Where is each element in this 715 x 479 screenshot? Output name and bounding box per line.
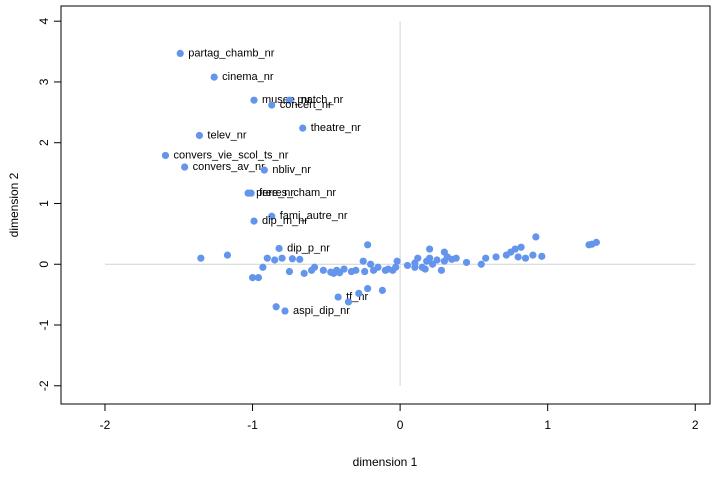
point: [374, 263, 382, 271]
point: [299, 124, 307, 132]
point-label: dip_m_nr: [262, 215, 308, 227]
point: [275, 244, 283, 253]
point: [437, 266, 446, 274]
point: [361, 267, 369, 276]
point: [340, 265, 348, 273]
point: [161, 151, 170, 160]
point: [462, 258, 471, 267]
y-axis-title: dimension 2: [7, 172, 21, 237]
point: [250, 217, 258, 225]
point: [364, 241, 372, 249]
point: [393, 257, 401, 265]
point: [421, 265, 429, 273]
x-axis-title: dimension 1: [353, 455, 418, 469]
point: [268, 101, 276, 109]
point: [378, 286, 387, 294]
point: [492, 253, 500, 261]
point: [260, 166, 268, 174]
point: [477, 260, 485, 268]
point: [403, 261, 412, 270]
point: [482, 254, 490, 262]
point: [452, 254, 460, 262]
point: [195, 131, 204, 140]
point: [248, 274, 257, 282]
x-tick-label: -2: [100, 418, 111, 432]
x-tick-label: 2: [692, 418, 699, 432]
point: [281, 307, 289, 315]
point-label: tf_nr: [346, 291, 368, 303]
y-tick-label: 1: [37, 200, 51, 207]
point: [254, 274, 263, 282]
point-label: match_nr: [297, 94, 343, 106]
point-label: pere_nr: [256, 187, 294, 199]
point: [355, 289, 363, 298]
point: [529, 251, 537, 259]
point-label: cinema_nr: [222, 71, 274, 83]
point: [250, 96, 258, 104]
point: [414, 254, 422, 262]
point: [300, 269, 308, 277]
x-tick-label: 0: [397, 418, 404, 432]
point-label: dip_p_nr: [287, 242, 330, 254]
point: [521, 254, 530, 262]
y-tick-label: 3: [37, 78, 51, 85]
point: [271, 256, 279, 264]
point: [210, 73, 218, 81]
point: [272, 303, 280, 311]
point: [223, 251, 232, 259]
point: [181, 163, 189, 171]
point-label: convers_vie_scol_ts_nr: [173, 149, 288, 161]
point-label: partag_chamb_nr: [188, 47, 275, 59]
point: [517, 243, 525, 251]
x-tick-label: -1: [247, 418, 258, 432]
point-label: telev_nr: [207, 129, 246, 141]
y-tick-label: 0: [37, 261, 51, 268]
point: [366, 260, 375, 268]
point: [288, 255, 296, 263]
point: [511, 245, 519, 253]
point: [285, 267, 294, 276]
point-label: convers_av_nr: [193, 161, 265, 173]
y-tick-label: 4: [37, 18, 51, 25]
point: [247, 189, 255, 197]
point: [310, 263, 319, 271]
point-label: aspi_dip_nr: [293, 305, 350, 317]
point: [296, 255, 304, 263]
y-tick-label: -1: [37, 319, 51, 330]
point: [592, 238, 600, 246]
point: [411, 263, 419, 271]
point-label: theatre_nr: [311, 122, 361, 134]
x-tick-label: 1: [544, 418, 551, 432]
point: [263, 254, 271, 262]
point: [364, 284, 372, 293]
point: [514, 253, 522, 261]
point-label: freres_cham_nr: [259, 187, 336, 199]
point: [532, 233, 540, 241]
point: [334, 293, 342, 301]
point: [392, 263, 400, 271]
point: [268, 212, 276, 220]
y-tick-label: -2: [37, 380, 51, 391]
y-tick-label: 2: [37, 139, 51, 146]
point: [285, 96, 294, 104]
point: [197, 254, 205, 262]
plot-box: [60, 5, 711, 405]
point: [433, 256, 441, 264]
point: [426, 245, 434, 253]
point-label: concert_nr: [280, 99, 332, 111]
point: [278, 254, 286, 262]
point-label: fami_autre_nr: [280, 210, 348, 222]
point: [176, 49, 184, 57]
point: [359, 257, 367, 265]
point-label: nbliv_nr: [272, 164, 311, 176]
point: [426, 254, 434, 262]
point: [319, 266, 327, 274]
point: [538, 252, 546, 260]
point: [352, 266, 360, 274]
point: [344, 298, 353, 306]
point: [259, 263, 267, 271]
